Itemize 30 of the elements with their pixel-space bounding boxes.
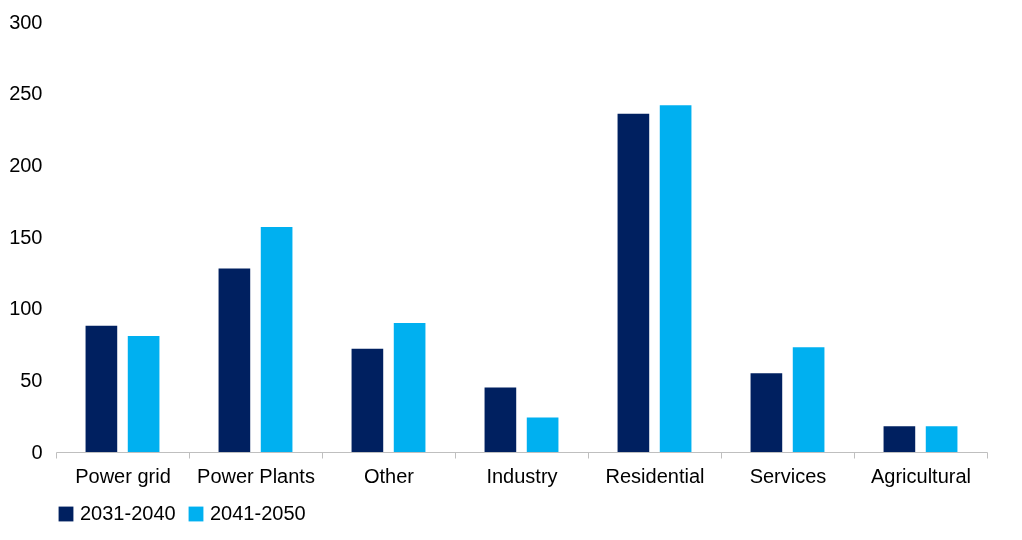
bar	[218, 268, 251, 452]
bar	[617, 113, 650, 452]
bar	[260, 226, 293, 452]
x-tick-label: Other	[363, 464, 415, 487]
x-tick-label: Residential	[605, 464, 705, 487]
x-tick-label: Power Plants	[197, 464, 315, 487]
bar	[883, 426, 916, 452]
y-tick-label: 250	[9, 82, 43, 105]
y-tick-label: 300	[9, 10, 43, 33]
y-tick-label: 200	[9, 153, 43, 176]
x-tick-label: Industry	[486, 464, 558, 487]
bar	[526, 417, 559, 452]
bar	[792, 347, 825, 452]
bar	[750, 373, 783, 452]
bar	[659, 105, 692, 452]
x-tick-label: Agricultural	[870, 464, 972, 487]
bar	[925, 426, 958, 452]
y-tick-label: 0	[31, 440, 43, 463]
y-tick-label: 50	[20, 368, 43, 391]
x-tick-label: Power grid	[75, 464, 171, 487]
bar	[127, 335, 160, 452]
bar	[351, 348, 384, 452]
y-tick-label: 100	[9, 297, 43, 320]
bar	[85, 325, 118, 452]
legend-label: 2031-2040	[80, 502, 176, 524]
x-tick-label: Services	[749, 464, 827, 487]
bar	[393, 323, 426, 452]
y-tick-label: 150	[9, 225, 43, 248]
bar	[484, 387, 517, 452]
legend-label: 2041-2050	[210, 502, 306, 524]
